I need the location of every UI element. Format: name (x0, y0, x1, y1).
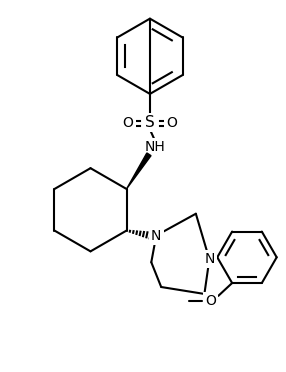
Text: O: O (166, 116, 177, 129)
Text: NH: NH (144, 140, 165, 154)
Polygon shape (126, 153, 151, 189)
Text: N: N (204, 252, 214, 266)
Text: O: O (123, 116, 134, 129)
Text: N: N (151, 228, 161, 243)
Text: O: O (205, 294, 216, 308)
Text: S: S (145, 115, 155, 130)
